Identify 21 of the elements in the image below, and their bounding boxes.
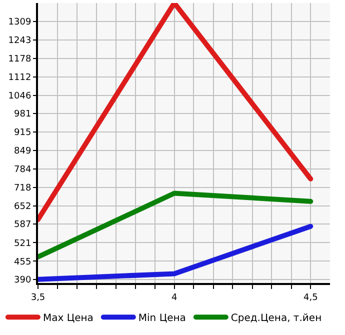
y-tick-label: 1243 xyxy=(8,36,32,46)
y-tick-label: 390 xyxy=(14,276,32,286)
legend-label: Max Цена xyxy=(42,313,94,324)
x-tick-label: 4,5 xyxy=(303,292,318,303)
y-tick-label: 587 xyxy=(14,220,32,230)
y-tick-label: 652 xyxy=(14,202,32,212)
y-tick-label: 1309 xyxy=(8,18,32,28)
y-tick-label: 915 xyxy=(14,128,32,138)
legend-label: Min Цена xyxy=(138,313,186,324)
y-tick-label: 1046 xyxy=(8,91,32,102)
y-tick-label: 784 xyxy=(14,164,32,175)
y-tick-label: 1178 xyxy=(8,54,32,64)
legend-label: Сред.Цена, т.йен xyxy=(230,313,322,324)
y-tick-label: 1112 xyxy=(8,72,32,83)
y-tick-label: 521 xyxy=(14,238,32,249)
y-tick-label: 849 xyxy=(14,146,32,157)
x-tick-label: 3,5 xyxy=(30,292,46,303)
x-tick-label: 4 xyxy=(171,292,178,303)
y-tick-label: 718 xyxy=(14,183,32,194)
y-tick-label: 455 xyxy=(14,257,32,268)
y-tick-label: 981 xyxy=(14,110,32,120)
